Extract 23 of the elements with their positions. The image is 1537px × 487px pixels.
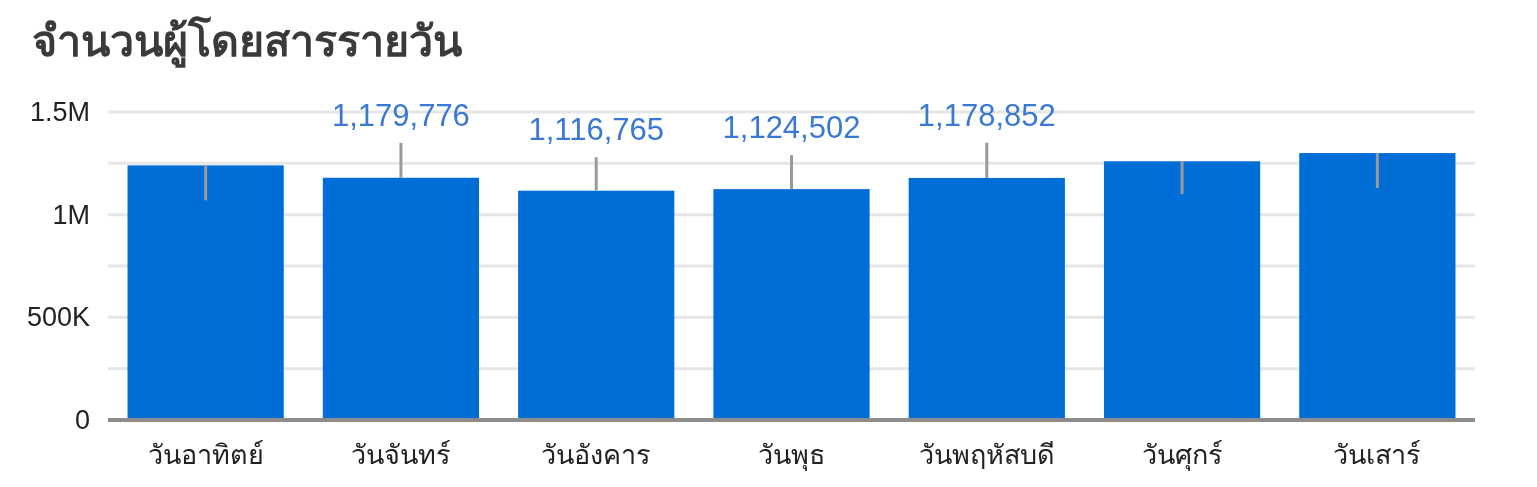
data-label: 1,124,502 <box>722 110 861 146</box>
y-tick-label: 1.5M <box>29 97 90 127</box>
bar <box>908 177 1065 420</box>
bar <box>713 189 870 420</box>
bar <box>518 190 675 420</box>
x-tick-label: วันอังคาร <box>541 440 652 470</box>
x-tick-label: วันอาทิตย์ <box>147 439 264 470</box>
x-tick-label: วันเสาร์ <box>1333 439 1422 470</box>
data-label: 1,179,776 <box>331 97 470 133</box>
x-tick-label: วันพฤหัสบดี <box>918 440 1055 470</box>
y-tick-label: 500K <box>26 302 90 333</box>
data-label: 1,178,852 <box>917 97 1056 133</box>
bar <box>1299 153 1456 420</box>
x-tick-label: วันพุธ <box>758 440 825 472</box>
bar <box>127 165 284 420</box>
y-tick-label: 0 <box>74 405 90 435</box>
bar <box>1103 161 1261 420</box>
x-tick-label: วันศุกร์ <box>1141 439 1223 472</box>
x-tick-label: วันจันทร์ <box>350 439 451 470</box>
data-label: 1,116,765 <box>528 112 665 148</box>
chart-title: จำนวนผู้โดยสารรายวัน <box>32 15 463 68</box>
bar <box>322 177 480 420</box>
y-tick-label: 1M <box>52 199 90 230</box>
